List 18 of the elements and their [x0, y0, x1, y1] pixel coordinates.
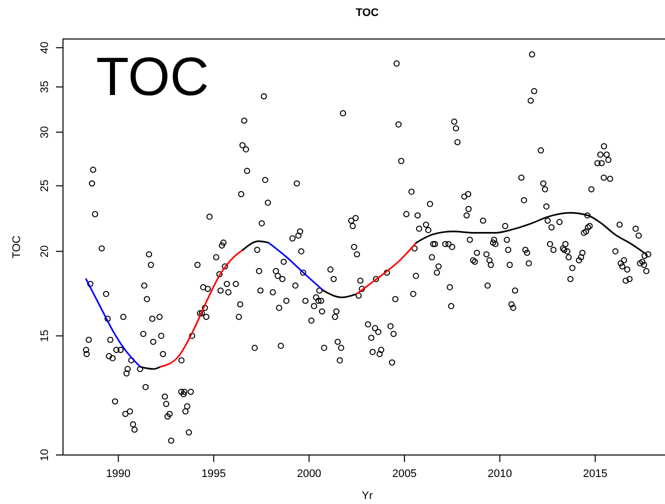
chart-title: TOC: [356, 7, 379, 19]
y-tick-label: 35: [39, 80, 51, 94]
y-tick-label: 10: [39, 448, 51, 462]
y-tick-label: 25: [39, 180, 51, 192]
x-tick-label: 2005: [392, 468, 417, 480]
line-series: [159, 249, 244, 368]
x-tick-label: 1990: [106, 468, 131, 480]
y-tick-label: 15: [39, 330, 51, 342]
x-axis-title: Yr: [362, 490, 374, 502]
y-axis-title: TOC: [11, 235, 23, 259]
x-tick-label: 2015: [582, 468, 608, 480]
x-tick-label: 1995: [201, 468, 226, 480]
x-tick-label: 2010: [488, 468, 512, 480]
annotation: TOC: [96, 47, 210, 107]
y-tick-label: 30: [39, 126, 51, 138]
y-tick-label: 40: [39, 42, 51, 54]
y-tick-label: 20: [39, 245, 51, 258]
x-tick-label: 2000: [296, 468, 322, 480]
